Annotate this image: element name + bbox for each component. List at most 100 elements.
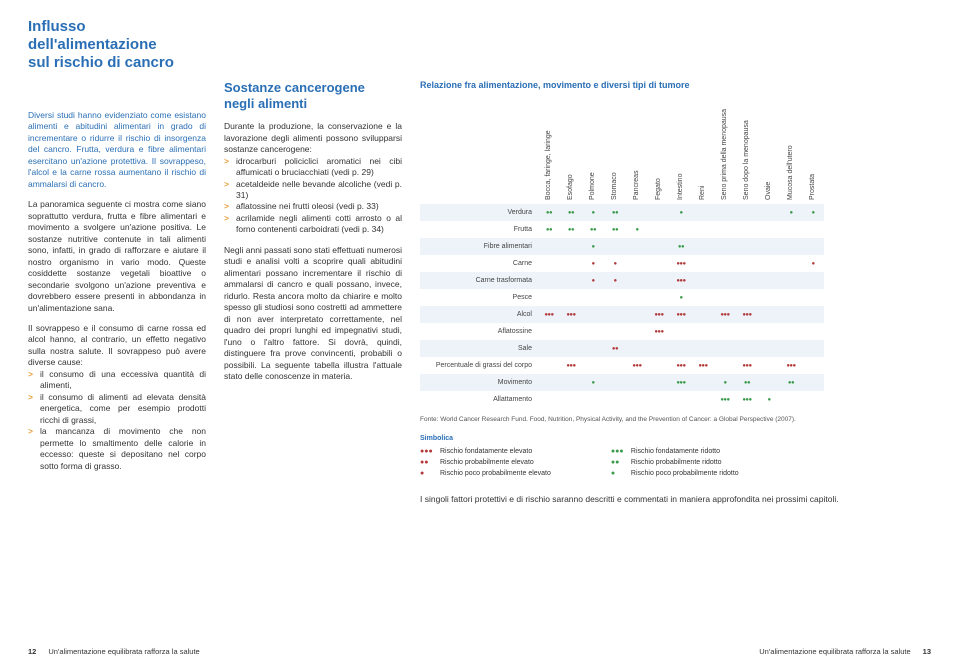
table-cell <box>604 238 626 255</box>
relation-table: Bocca, faringe, laringe Esofago Polmone … <box>420 104 824 408</box>
table-cell <box>626 238 648 255</box>
table-cell <box>692 391 714 408</box>
column-3-chart: Relazione fra alimentazione, movimento e… <box>420 18 931 505</box>
table-cell <box>780 221 802 238</box>
causes-list: il consumo di una eccessiva quantità di … <box>28 369 206 472</box>
title-line-2: sul rischio di cancro <box>28 54 174 71</box>
row-header: Carne trasformata <box>420 272 538 289</box>
table-cell: ● <box>626 221 648 238</box>
table-cell <box>780 289 802 306</box>
table-cell: ●● <box>780 374 802 391</box>
table-cell <box>626 391 648 408</box>
table-cell <box>560 289 582 306</box>
table-cell: ●●● <box>648 323 670 340</box>
table-cell <box>582 306 604 323</box>
table-cell: ● <box>582 255 604 272</box>
table-cell <box>692 272 714 289</box>
table-cell: ●●● <box>714 391 736 408</box>
legend-text: Rischio poco probabilmente ridotto <box>631 470 739 477</box>
table-cell <box>648 289 670 306</box>
table-cell <box>802 289 824 306</box>
table-cell <box>736 272 758 289</box>
page-number-left: 12 <box>28 647 36 656</box>
table-cell <box>538 289 560 306</box>
col-header: Seno prima della menopausa <box>714 104 736 204</box>
table-cell <box>802 323 824 340</box>
table-cell <box>626 323 648 340</box>
table-cell: ● <box>604 255 626 272</box>
table-cell: ●● <box>604 221 626 238</box>
table-cell <box>802 306 824 323</box>
table-cell <box>538 340 560 357</box>
table-cell <box>560 391 582 408</box>
table-cell: ●●● <box>626 357 648 374</box>
legend-sym: ●●● <box>420 446 440 457</box>
table-cell <box>538 255 560 272</box>
table-cell <box>604 391 626 408</box>
table-cell <box>604 374 626 391</box>
subheading: Sostanze cancerogene negli alimenti <box>224 80 402 111</box>
table-cell <box>802 357 824 374</box>
column-1: Influsso dell'alimentazione sul rischio … <box>28 18 206 505</box>
table-cell <box>538 323 560 340</box>
chart-title: Relazione fra alimentazione, movimento e… <box>420 80 931 90</box>
table-cell: ●●● <box>670 306 692 323</box>
table-cell: ●● <box>538 204 560 221</box>
table-cell <box>802 340 824 357</box>
table-cell <box>780 340 802 357</box>
table-cell <box>648 391 670 408</box>
table-cell <box>758 340 780 357</box>
table-cell <box>604 323 626 340</box>
table-cell: ●●● <box>648 306 670 323</box>
table-cell <box>648 204 670 221</box>
table-cell: ●●● <box>736 306 758 323</box>
table-cell: ●●● <box>670 374 692 391</box>
table-cell: ●●● <box>560 306 582 323</box>
table-cell <box>780 272 802 289</box>
legend-title: Simbolica <box>420 435 931 442</box>
table-cell: ● <box>670 289 692 306</box>
table-cell: ●● <box>604 340 626 357</box>
table-cell <box>648 357 670 374</box>
col-header: Intestino <box>670 104 692 204</box>
table-cell <box>736 289 758 306</box>
table-cell <box>582 357 604 374</box>
list-item: la mancanza di movimento che non permett… <box>28 426 206 472</box>
table-row: Fibre alimentari●●● <box>420 238 824 255</box>
row-header: Alcol <box>420 306 538 323</box>
table-cell <box>648 340 670 357</box>
table-cell: ●●● <box>736 357 758 374</box>
col2-p2: Negli anni passati sono stati effettuati… <box>224 245 402 383</box>
table-cell <box>692 238 714 255</box>
table-cell <box>560 323 582 340</box>
list-item: idrocarburi policiclici aromatici nei ci… <box>224 156 402 179</box>
table-cell <box>802 374 824 391</box>
body-p1: La panoramica seguente ci mostra come si… <box>28 199 206 314</box>
table-cell <box>604 357 626 374</box>
table-cell: ●●● <box>780 357 802 374</box>
col-header: Esofago <box>560 104 582 204</box>
legend-text: Rischio probabilmente ridotto <box>631 459 722 466</box>
column-2: Sostanze cancerogene negli alimenti Dura… <box>224 18 402 505</box>
table-cell: ●●● <box>670 255 692 272</box>
table-header-row: Bocca, faringe, laringe Esofago Polmone … <box>420 104 824 204</box>
table-cell: ●● <box>670 238 692 255</box>
table-cell <box>758 255 780 272</box>
table-cell: ●● <box>736 374 758 391</box>
table-cell <box>736 204 758 221</box>
table-cell <box>692 340 714 357</box>
table-cell: ● <box>604 272 626 289</box>
legend-sym: ●● <box>611 457 631 468</box>
table-cell: ● <box>582 374 604 391</box>
table-cell <box>626 306 648 323</box>
table-cell <box>714 289 736 306</box>
table-cell: ●●● <box>736 391 758 408</box>
legend-text: Rischio fondatamente ridotto <box>631 448 720 455</box>
table-cell <box>758 221 780 238</box>
table-cell <box>692 221 714 238</box>
table-cell <box>626 272 648 289</box>
table-cell: ●● <box>560 221 582 238</box>
legend: Simbolica ●●●Rischio fondatamente elevat… <box>420 435 931 480</box>
table-cell <box>604 289 626 306</box>
page-footer: 12 Un'alimentazione equilibrata rafforza… <box>0 647 959 656</box>
